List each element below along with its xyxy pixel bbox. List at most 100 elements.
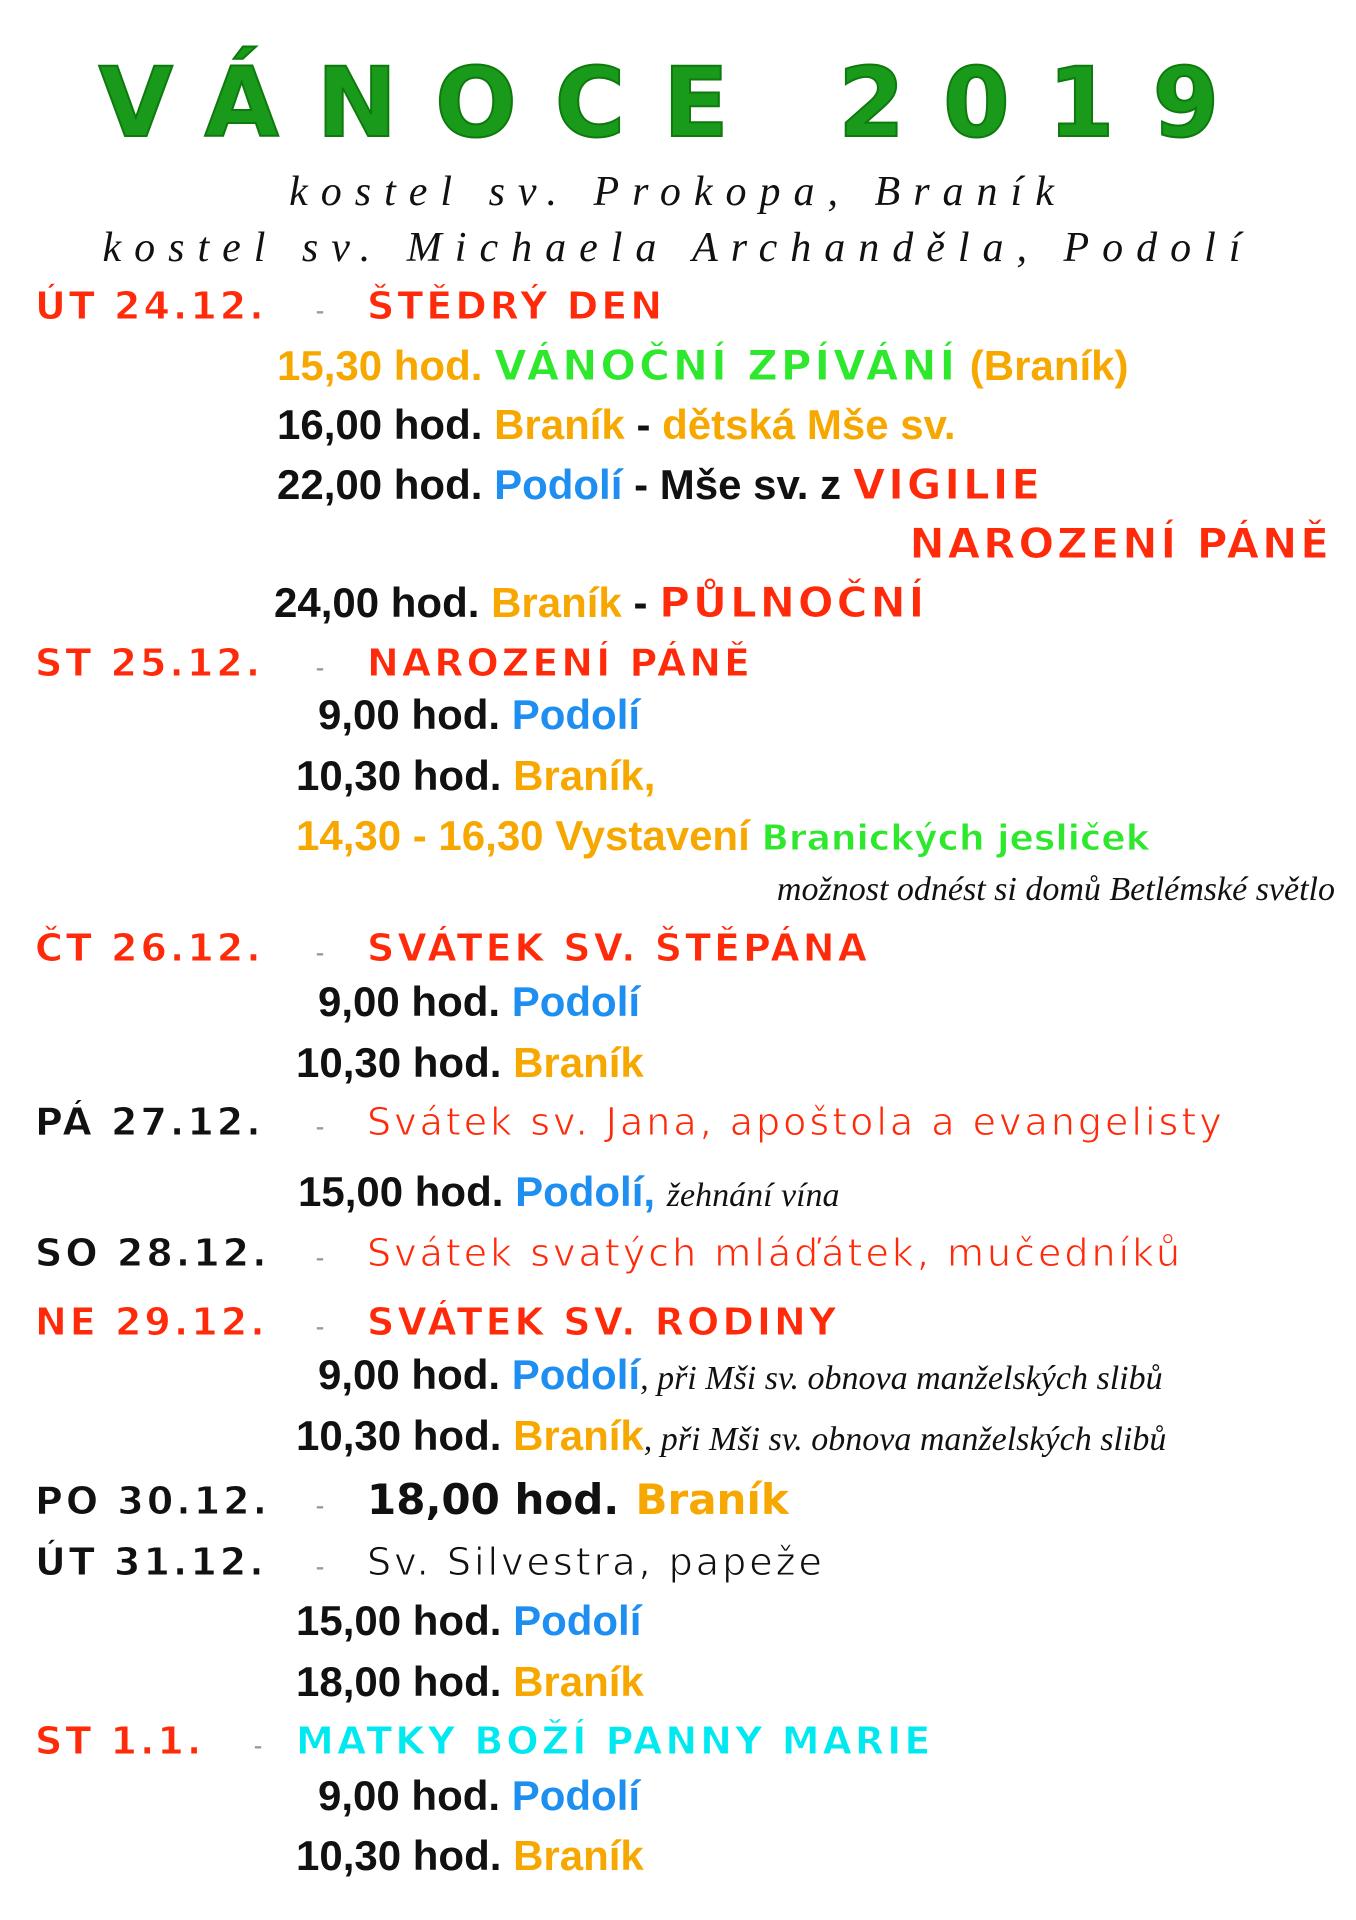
time: 15,00 hod. [298, 1168, 504, 1215]
schedule-line: 10,30 hod. Braník [296, 1828, 644, 1884]
time: 18,00 hod. [367, 1475, 620, 1524]
feast-title: Svátek sv. Jana, apoštola a evangelisty [367, 1100, 1225, 1145]
place: Podolí [513, 1597, 642, 1644]
day-heading-1-1: ST 1.1. - MATKY BOŽÍ PANNY MARIE [35, 1713, 933, 1774]
date: NE 29.12. [35, 1300, 268, 1345]
feast-title: Sv. Silvestra, papeže [367, 1540, 825, 1585]
schedule-line: 18,00 hod. Braník [296, 1654, 644, 1710]
feast-title: Svátek svatých mláďátek, mučedníků [366, 1231, 1184, 1276]
event: Branických jesliček [761, 818, 1150, 860]
separator-icon: - [315, 654, 328, 683]
time: 9,00 hod. [318, 1772, 501, 1819]
schedule-line: 9,00 hod. Podolí [318, 1768, 640, 1824]
separator-icon: - [315, 1492, 328, 1521]
time: 10,30 hod. [296, 1832, 502, 1879]
time: 18,00 hod. [296, 1658, 502, 1705]
schedule-line: 15,00 hod. Podolí, žehnání vína [298, 1164, 840, 1224]
separator-icon: - [315, 1313, 328, 1342]
dash: - [621, 579, 660, 626]
date: ST 1.1. [35, 1719, 205, 1764]
schedule-line: 15,00 hod. Podolí [296, 1593, 641, 1649]
date: ÚT 24.12. [35, 284, 267, 329]
note: žehnání vína [666, 1177, 840, 1214]
day-heading-25-12: ST 25.12. - NAROZENÍ PÁNĚ [35, 635, 753, 696]
time: 9,00 hod. [318, 691, 501, 738]
time: 9,00 hod. [318, 978, 501, 1025]
date: ČT 26.12. [35, 926, 264, 971]
day-heading-28-12: SO 28.12. - Svátek svatých mláďátek, mučed… [35, 1225, 1183, 1286]
separator-icon: - [253, 1732, 266, 1761]
separator-icon: - [315, 1113, 328, 1142]
day-heading-29-12: NE 29.12. - SVÁTEK SV. RODINY [35, 1294, 839, 1355]
place: Braník, [513, 752, 656, 799]
note: , při Mši sv. obnova manželských slibů [643, 1421, 1167, 1458]
date: PO 30.12. [35, 1479, 271, 1524]
date: ÚT 31.12. [35, 1540, 267, 1585]
church-podoli: kostel sv. Michaela Archanděla, Podolí [102, 225, 1254, 271]
time: 10,30 hod. [296, 1412, 502, 1459]
schedule-line: 9,00 hod. Podolí [318, 974, 640, 1030]
schedule-line: 24,00 hod. Braník - PŮLNOČNÍ [274, 575, 927, 631]
day-heading-26-12: ČT 26.12. - SVÁTEK SV. ŠTĚPÁNA [35, 920, 870, 981]
place: Podolí [511, 1772, 641, 1819]
separator-icon: - [315, 297, 328, 326]
note: , při Mši sv. obnova manželských slibů [640, 1360, 1163, 1397]
page-title: VÁNOCE 2019 [98, 47, 1258, 159]
dash: - [624, 401, 663, 448]
schedule-line: 15,30 hod. VÁNOČNÍ ZPÍVÁNÍ (Braník) [277, 338, 1128, 394]
time: 10,30 hod. [296, 1039, 502, 1086]
place: Braník [513, 1658, 644, 1705]
schedule-line: 10,30 hod. Braník, při Mši sv. obnova ma… [296, 1408, 1166, 1468]
schedule-line: 22,00 hod. Podolí - Mše sv. z VIGILIE [277, 457, 1043, 513]
separator-icon: - [315, 1244, 328, 1273]
schedule-line: 9,00 hod. Podolí [318, 687, 640, 743]
text: - Mše sv. z [622, 461, 853, 508]
event: VÁNOČNÍ ZPÍVÁNÍ [494, 341, 959, 391]
day-heading-30-12: PO 30.12. - 18,00 hod. Braník [35, 1472, 789, 1534]
place: Podolí [494, 461, 623, 508]
date: SO 28.12. [35, 1231, 270, 1276]
event-continuation: NAROZENÍ PÁNĚ [909, 519, 1332, 569]
place: Braník [513, 1412, 644, 1459]
time: 10,30 hod. [296, 752, 502, 799]
time: 16,00 hod. [277, 401, 483, 448]
separator-icon: - [315, 1553, 328, 1582]
place: Braník [513, 1832, 644, 1879]
schedule-line: 9,00 hod. Podolí, při Mši sv. obnova man… [318, 1347, 1163, 1407]
feast-title: NAROZENÍ PÁNĚ [367, 641, 753, 686]
date: ST 25.12. [35, 641, 264, 686]
schedule-line: 14,30 - 16,30 Vystavení Branických jesli… [296, 808, 1150, 867]
day-heading-27-12: PÁ 27.12. - Svátek sv. Jana, apoštola a ev… [35, 1094, 1225, 1155]
feast-title: SVÁTEK SV. ŠTĚPÁNA [367, 926, 870, 971]
note: možnost odnést si domů Betlémské světlo [776, 871, 1335, 908]
church-branik: kostel sv. Prokopa, Braník [289, 169, 1067, 215]
place: Braník [494, 401, 625, 448]
schedule-line: 16,00 hod. Braník - dětská Mše sv. [277, 397, 956, 453]
feast-title: ŠTĚDRÝ DEN [366, 284, 666, 329]
event: dětská Mše sv. [662, 401, 956, 448]
time: 22,00 hod. [277, 461, 483, 508]
time: 15,30 hod. [277, 342, 483, 389]
place: Podolí [511, 978, 641, 1025]
place: Podolí [511, 691, 641, 738]
time: 15,00 hod. [296, 1597, 502, 1644]
event: PŮLNOČNÍ [659, 578, 928, 628]
day-heading-24-12: ÚT 24.12. - ŠTĚDRÝ DEN [35, 278, 665, 339]
place: Podolí, [515, 1168, 656, 1215]
schedule-line: 10,30 hod. Braník [296, 1035, 644, 1091]
event: VIGILIE [852, 460, 1044, 510]
day-heading-31-12: ÚT 31.12. - Sv. Silvestra, papeže [35, 1534, 825, 1595]
time: 14,30 - 16,30 Vystavení [296, 812, 750, 859]
date: PÁ 27.12. [35, 1100, 264, 1145]
time: 9,00 hod. [318, 1351, 501, 1398]
place: (Braník) [958, 342, 1129, 389]
schedule-line: 10,30 hod. Braník, [296, 748, 655, 804]
separator-icon: - [315, 939, 328, 968]
time: 24,00 hod. [274, 579, 480, 626]
place: Podolí [511, 1351, 641, 1398]
feast-title: SVÁTEK SV. RODINY [366, 1300, 840, 1345]
place: Braník [635, 1475, 789, 1524]
place: Braník [491, 579, 622, 626]
feast-title: MATKY BOŽÍ PANNY MARIE [295, 1719, 934, 1764]
place: Braník [513, 1039, 644, 1086]
